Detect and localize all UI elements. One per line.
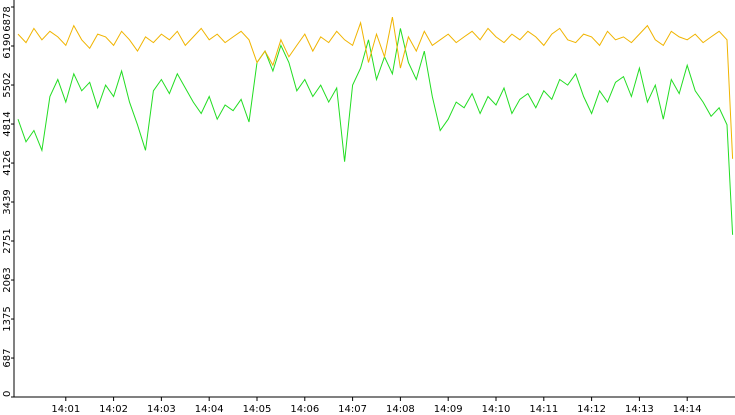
- x-tick-label: 14:10: [482, 404, 511, 415]
- x-tick-label: 14:06: [290, 404, 319, 415]
- x-tick-label: 14:11: [529, 404, 558, 415]
- x-tick-label: 14:09: [434, 404, 463, 415]
- y-tick-label: 6190: [2, 33, 13, 58]
- y-tick-label: 0: [2, 391, 13, 397]
- x-tick-label: 14:01: [51, 404, 80, 415]
- x-tick-label: 14:08: [386, 404, 415, 415]
- x-tick-label: 14:04: [195, 404, 224, 415]
- y-tick-label: 4814: [2, 111, 13, 136]
- y-tick-label: 3439: [2, 189, 13, 214]
- y-tick-label: 4126: [2, 150, 13, 175]
- x-tick-label: 14:03: [147, 404, 176, 415]
- y-tick-label: 1375: [2, 306, 13, 331]
- x-tick-label: 14:05: [243, 404, 272, 415]
- y-tick-label: 6878: [2, 6, 13, 31]
- series-line: [17, 17, 734, 159]
- x-tick-label: 14:13: [625, 404, 654, 415]
- y-tick-label: 5502: [2, 72, 13, 97]
- x-tick-label: 14:02: [99, 404, 128, 415]
- y-tick-label: 2063: [2, 267, 13, 292]
- x-tick-label: 14:07: [338, 404, 367, 415]
- y-tick-label: 2751: [2, 228, 13, 253]
- series-line: [17, 28, 734, 235]
- y-tick-label: 687: [2, 348, 13, 367]
- x-tick-label: 14:12: [577, 404, 606, 415]
- x-tick-label: 14:14: [673, 404, 702, 415]
